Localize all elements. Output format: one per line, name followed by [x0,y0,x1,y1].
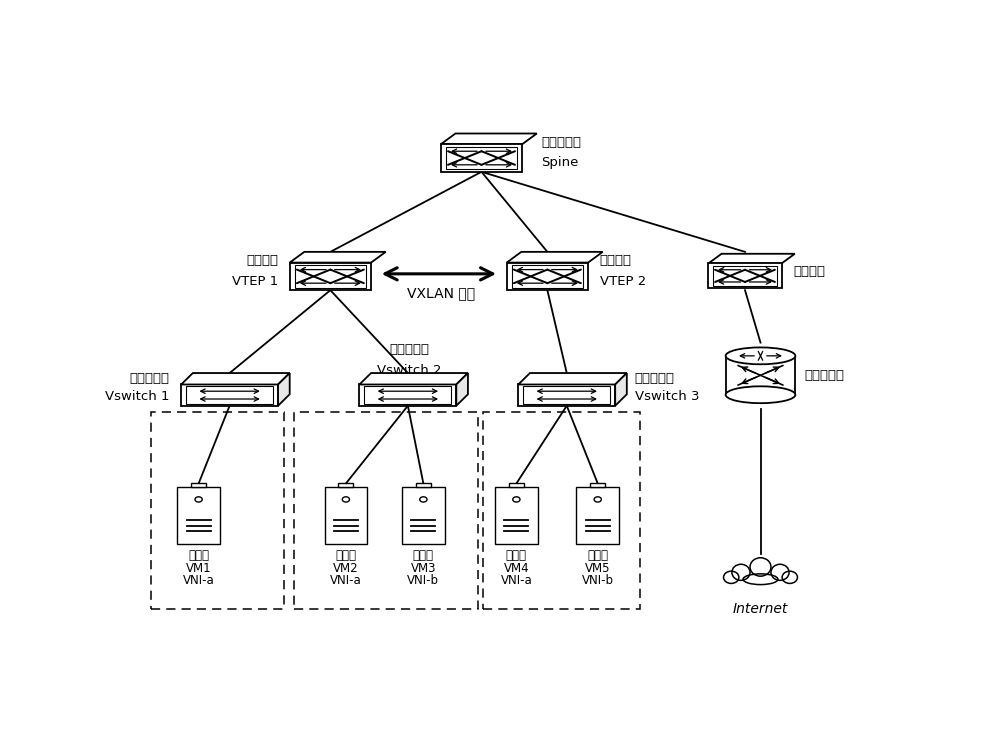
Ellipse shape [771,564,789,580]
Bar [359,384,456,406]
Circle shape [420,497,427,502]
Bar [726,356,795,395]
Circle shape [342,497,349,502]
Text: VNI-a: VNI-a [501,575,532,587]
Text: 骨干交换机: 骨干交换机 [542,136,582,149]
Bar [509,483,524,487]
Bar [181,384,278,406]
Bar [402,487,445,544]
Polygon shape [708,254,795,264]
Text: Vswitch 3: Vswitch 3 [635,389,699,403]
Text: 隙道节点: 隙道节点 [600,255,632,267]
Text: VNI-a: VNI-a [183,575,214,587]
Text: VNI-b: VNI-b [582,575,614,587]
Polygon shape [181,373,290,384]
Text: Internet: Internet [733,602,788,616]
Text: 边界节点: 边界节点 [793,264,825,277]
Bar [495,487,538,544]
Bar [507,263,588,290]
Circle shape [195,497,202,502]
Text: VM2: VM2 [333,562,359,575]
Bar [518,384,615,406]
Ellipse shape [750,558,771,576]
Bar [186,386,273,404]
Bar [364,386,451,404]
Bar [713,266,777,286]
Text: VM4: VM4 [504,562,529,575]
Bar [446,146,517,169]
Text: VXLAN 隙道: VXLAN 隙道 [407,286,475,301]
Text: Vswitch 1: Vswitch 1 [105,389,170,403]
Text: 虚拟交换机: 虚拟交换机 [389,343,429,356]
Polygon shape [507,252,603,263]
Ellipse shape [724,571,739,583]
Bar [576,487,619,544]
Text: VM1: VM1 [186,562,211,575]
Ellipse shape [732,564,750,580]
Bar [590,483,605,487]
Polygon shape [518,373,627,384]
Ellipse shape [782,571,797,583]
Text: 虚拟交换机: 虚拟交换机 [130,372,170,384]
Text: VNI-a: VNI-a [330,575,362,587]
Text: 隙道节点: 隙道节点 [246,255,278,267]
Text: 虚拟机: 虚拟机 [587,550,608,562]
Text: VTEP 1: VTEP 1 [232,274,278,288]
Polygon shape [278,373,290,406]
Text: 虚拟交换机: 虚拟交换机 [635,372,675,384]
Bar [523,386,610,404]
Bar [294,412,478,609]
Bar [441,144,522,172]
Text: VTEP 2: VTEP 2 [600,274,646,288]
Polygon shape [615,373,627,406]
Text: Vswitch 2: Vswitch 2 [377,365,442,378]
Circle shape [594,497,601,502]
Ellipse shape [726,348,795,365]
Text: 外部路由器: 外部路由器 [805,369,845,382]
Ellipse shape [743,574,778,585]
Text: 虚拟机: 虚拟机 [188,550,209,562]
Polygon shape [359,373,468,384]
Polygon shape [290,252,386,263]
Text: VM5: VM5 [585,562,610,575]
Bar [290,263,371,290]
Circle shape [513,497,520,502]
Polygon shape [456,373,468,406]
Bar [177,487,220,544]
Bar [708,264,782,288]
Text: 虚拟机: 虚拟机 [413,550,434,562]
Text: VNI-b: VNI-b [407,575,439,587]
Bar [151,412,284,609]
Text: Spine: Spine [542,157,579,169]
Ellipse shape [726,386,795,403]
Polygon shape [441,133,537,144]
Bar [512,265,583,288]
Bar [338,483,353,487]
Bar [295,265,366,288]
Bar [325,487,367,544]
Bar [416,483,431,487]
Bar [191,483,206,487]
Bar [483,412,640,609]
Text: 虚拟机: 虚拟机 [506,550,527,562]
Text: 虚拟机: 虚拟机 [335,550,356,562]
Text: VM3: VM3 [411,562,436,575]
